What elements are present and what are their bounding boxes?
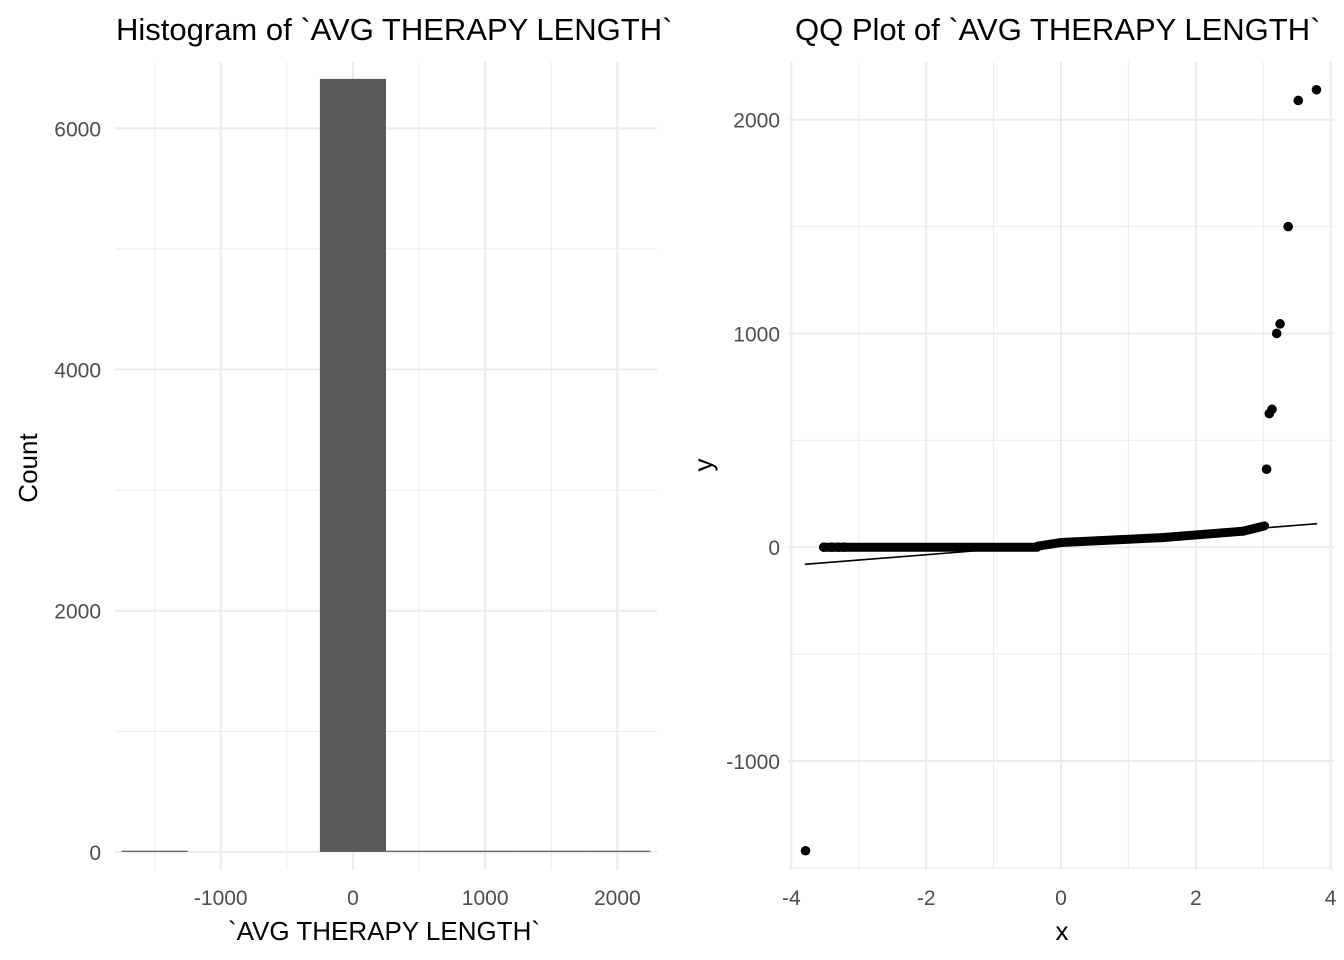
hist-y-tick-label: 4000 <box>54 360 101 383</box>
qq-point <box>818 542 829 553</box>
histogram-bars <box>121 78 651 852</box>
qq-point <box>827 542 837 553</box>
qq-points <box>800 84 1322 856</box>
qq-point <box>1271 328 1282 339</box>
qq-point <box>1275 319 1285 329</box>
qq-y-axis-title: y <box>688 459 718 472</box>
histogram-bar <box>518 850 585 852</box>
qq-point-band <box>820 521 1270 552</box>
qq-x-tick-label: 2 <box>1190 887 1202 910</box>
qq-reference-line <box>804 522 1318 566</box>
histogram-bar <box>121 850 188 852</box>
qq-y-tick-label: 0 <box>768 537 780 560</box>
qq-gridlines <box>788 62 1334 870</box>
hist-y-tick-label: 0 <box>89 842 101 865</box>
qq-plot-title: QQ Plot of `AVG THERAPY LENGTH` <box>795 12 1320 47</box>
qq-plot-panel: -1000 0 1000 2000 -4 -2 0 2 4 QQ Plot of `AVG T… <box>688 12 1337 946</box>
histogram-panel: 0 2000 4000 6000 -1000 0 1000 2000 Histogram o… <box>13 12 672 946</box>
histogram-x-axis-title: `AVG THERAPY LENGTH` <box>228 916 540 946</box>
qq-y-tick-label: 1000 <box>733 323 780 346</box>
histogram-bar <box>386 850 453 852</box>
qq-point <box>800 845 811 856</box>
qq-x-axis-title: x <box>1056 916 1069 946</box>
hist-y-tick-label: 6000 <box>54 118 101 141</box>
histogram-bar <box>319 78 386 852</box>
qq-point <box>1267 404 1277 415</box>
qq-y-tick-label: 2000 <box>733 110 780 133</box>
qq-x-tick-labels: -4 -2 0 2 4 <box>782 887 1337 910</box>
qq-point <box>1283 221 1293 232</box>
hist-x-tick-label: -1000 <box>194 887 248 910</box>
histogram-title: Histogram of `AVG THERAPY LENGTH` <box>116 12 672 47</box>
qq-x-tick-label: -2 <box>917 887 936 910</box>
hist-x-tick-label: 2000 <box>594 887 641 910</box>
qq-y-tick-labels: -1000 0 1000 2000 <box>726 110 780 774</box>
qq-point <box>1261 464 1272 475</box>
qq-y-tick-label: -1000 <box>726 751 780 774</box>
histogram-bar <box>584 850 651 852</box>
hist-x-tick-label: 0 <box>347 887 359 910</box>
hist-x-tick-label: 1000 <box>462 887 509 910</box>
hist-y-tick-label: 2000 <box>54 601 101 624</box>
qq-x-tick-label: -4 <box>782 887 801 910</box>
qq-point <box>839 542 849 553</box>
histogram-y-axis-title: Count <box>13 433 43 503</box>
qq-x-tick-label: 0 <box>1055 887 1067 910</box>
histogram-bar <box>452 850 519 852</box>
qq-point-cluster <box>1157 526 1248 543</box>
qq-point <box>1293 95 1304 106</box>
histogram-x-tick-labels: -1000 0 1000 2000 <box>194 887 641 910</box>
qq-point <box>1311 84 1322 95</box>
histogram-y-tick-labels: 0 2000 4000 6000 <box>54 118 101 865</box>
qq-x-tick-label: 4 <box>1325 887 1337 910</box>
